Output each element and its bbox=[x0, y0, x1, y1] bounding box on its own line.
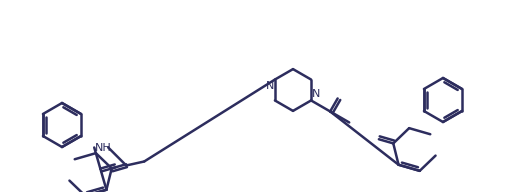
Text: N: N bbox=[312, 89, 320, 99]
Text: NH: NH bbox=[95, 143, 112, 153]
Text: N: N bbox=[266, 81, 274, 91]
